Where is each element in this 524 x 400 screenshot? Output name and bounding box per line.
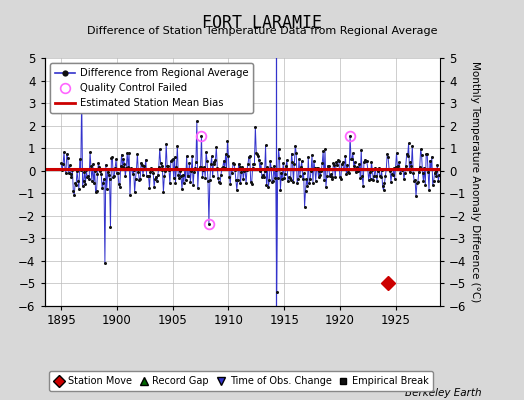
Legend: Difference from Regional Average, Quality Control Failed, Estimated Station Mean: Difference from Regional Average, Qualit…: [50, 63, 253, 113]
Legend: Station Move, Record Gap, Time of Obs. Change, Empirical Break: Station Move, Record Gap, Time of Obs. C…: [49, 372, 433, 391]
Text: Berkeley Earth: Berkeley Earth: [406, 388, 482, 398]
Text: FORT LARAMIE: FORT LARAMIE: [202, 14, 322, 32]
Y-axis label: Monthly Temperature Anomaly Difference (°C): Monthly Temperature Anomaly Difference (…: [471, 61, 481, 303]
Text: Difference of Station Temperature Data from Regional Average: Difference of Station Temperature Data f…: [87, 26, 437, 36]
